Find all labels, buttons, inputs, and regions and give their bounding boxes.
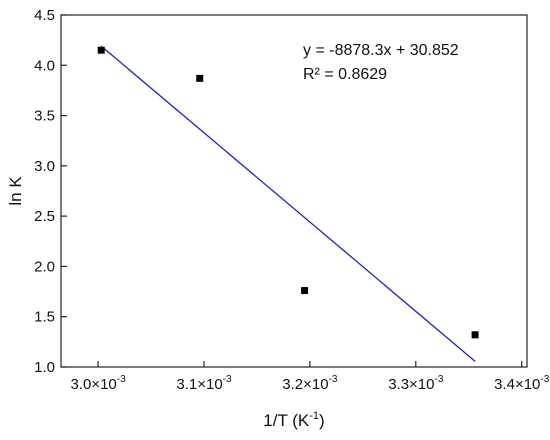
data-point bbox=[471, 331, 479, 339]
x-tick-mantissa: 3.4×10 bbox=[494, 376, 540, 393]
x-tick-exponent: -3 bbox=[329, 374, 338, 385]
x-axis-label-exp: -1 bbox=[309, 410, 319, 422]
y-tick-label: 4.0 bbox=[34, 57, 55, 74]
x-tick-exponent: -3 bbox=[540, 374, 549, 385]
x-tick-label: 3.1×10-3 bbox=[176, 374, 232, 393]
x-tick-mantissa: 3.2×10 bbox=[282, 376, 328, 393]
x-axis-ticks: 3.0×10-3 3.1×10-3 3.2×10-3 3.3×10-3 3.4×10-3 bbox=[70, 361, 550, 393]
x-tick-label: 3.0×10-3 bbox=[70, 374, 126, 393]
fit-line bbox=[100, 45, 476, 362]
x-tick-mantissa: 3.3×10 bbox=[388, 376, 434, 393]
x-axis-label: 1/T (K-1) bbox=[263, 410, 324, 430]
x-tick-label: 3.4×10-3 bbox=[494, 374, 550, 393]
equation-label: y = -8878.3x + 30.852 bbox=[303, 42, 459, 59]
data-point bbox=[196, 74, 204, 82]
x-tick-exponent: -3 bbox=[117, 374, 126, 385]
y-tick-label: 2.0 bbox=[34, 258, 55, 275]
y-tick-label: 1.0 bbox=[34, 359, 55, 376]
y-tick-label: 1.5 bbox=[34, 309, 55, 326]
y-tick-label: 4.5 bbox=[34, 7, 55, 24]
plot-frame bbox=[60, 14, 528, 368]
x-axis-label-main: 1/T (K bbox=[263, 411, 310, 430]
x-tick-exponent: -3 bbox=[223, 374, 232, 385]
x-tick-mantissa: 3.0×10 bbox=[70, 376, 116, 393]
x-tick-mantissa: 3.1×10 bbox=[176, 376, 222, 393]
y-tick-label: 3.0 bbox=[34, 158, 55, 175]
y-tick-label: 3.5 bbox=[34, 108, 55, 125]
y-axis-label: ln K bbox=[6, 176, 25, 206]
x-tick-label: 3.2×10-3 bbox=[282, 374, 338, 393]
data-points bbox=[97, 46, 479, 339]
y-tick-label: 2.5 bbox=[34, 208, 55, 225]
x-tick-exponent: -3 bbox=[434, 374, 443, 385]
r-squared-label: R² = 0.8629 bbox=[303, 66, 387, 83]
y-axis-ticks: 1.0 1.5 2.0 2.5 3.0 3.5 4.0 4.5 bbox=[34, 7, 67, 376]
x-axis-label-close: ) bbox=[319, 411, 325, 430]
data-point bbox=[97, 46, 105, 54]
x-tick-label: 3.3×10-3 bbox=[388, 374, 444, 393]
data-point bbox=[301, 287, 309, 295]
